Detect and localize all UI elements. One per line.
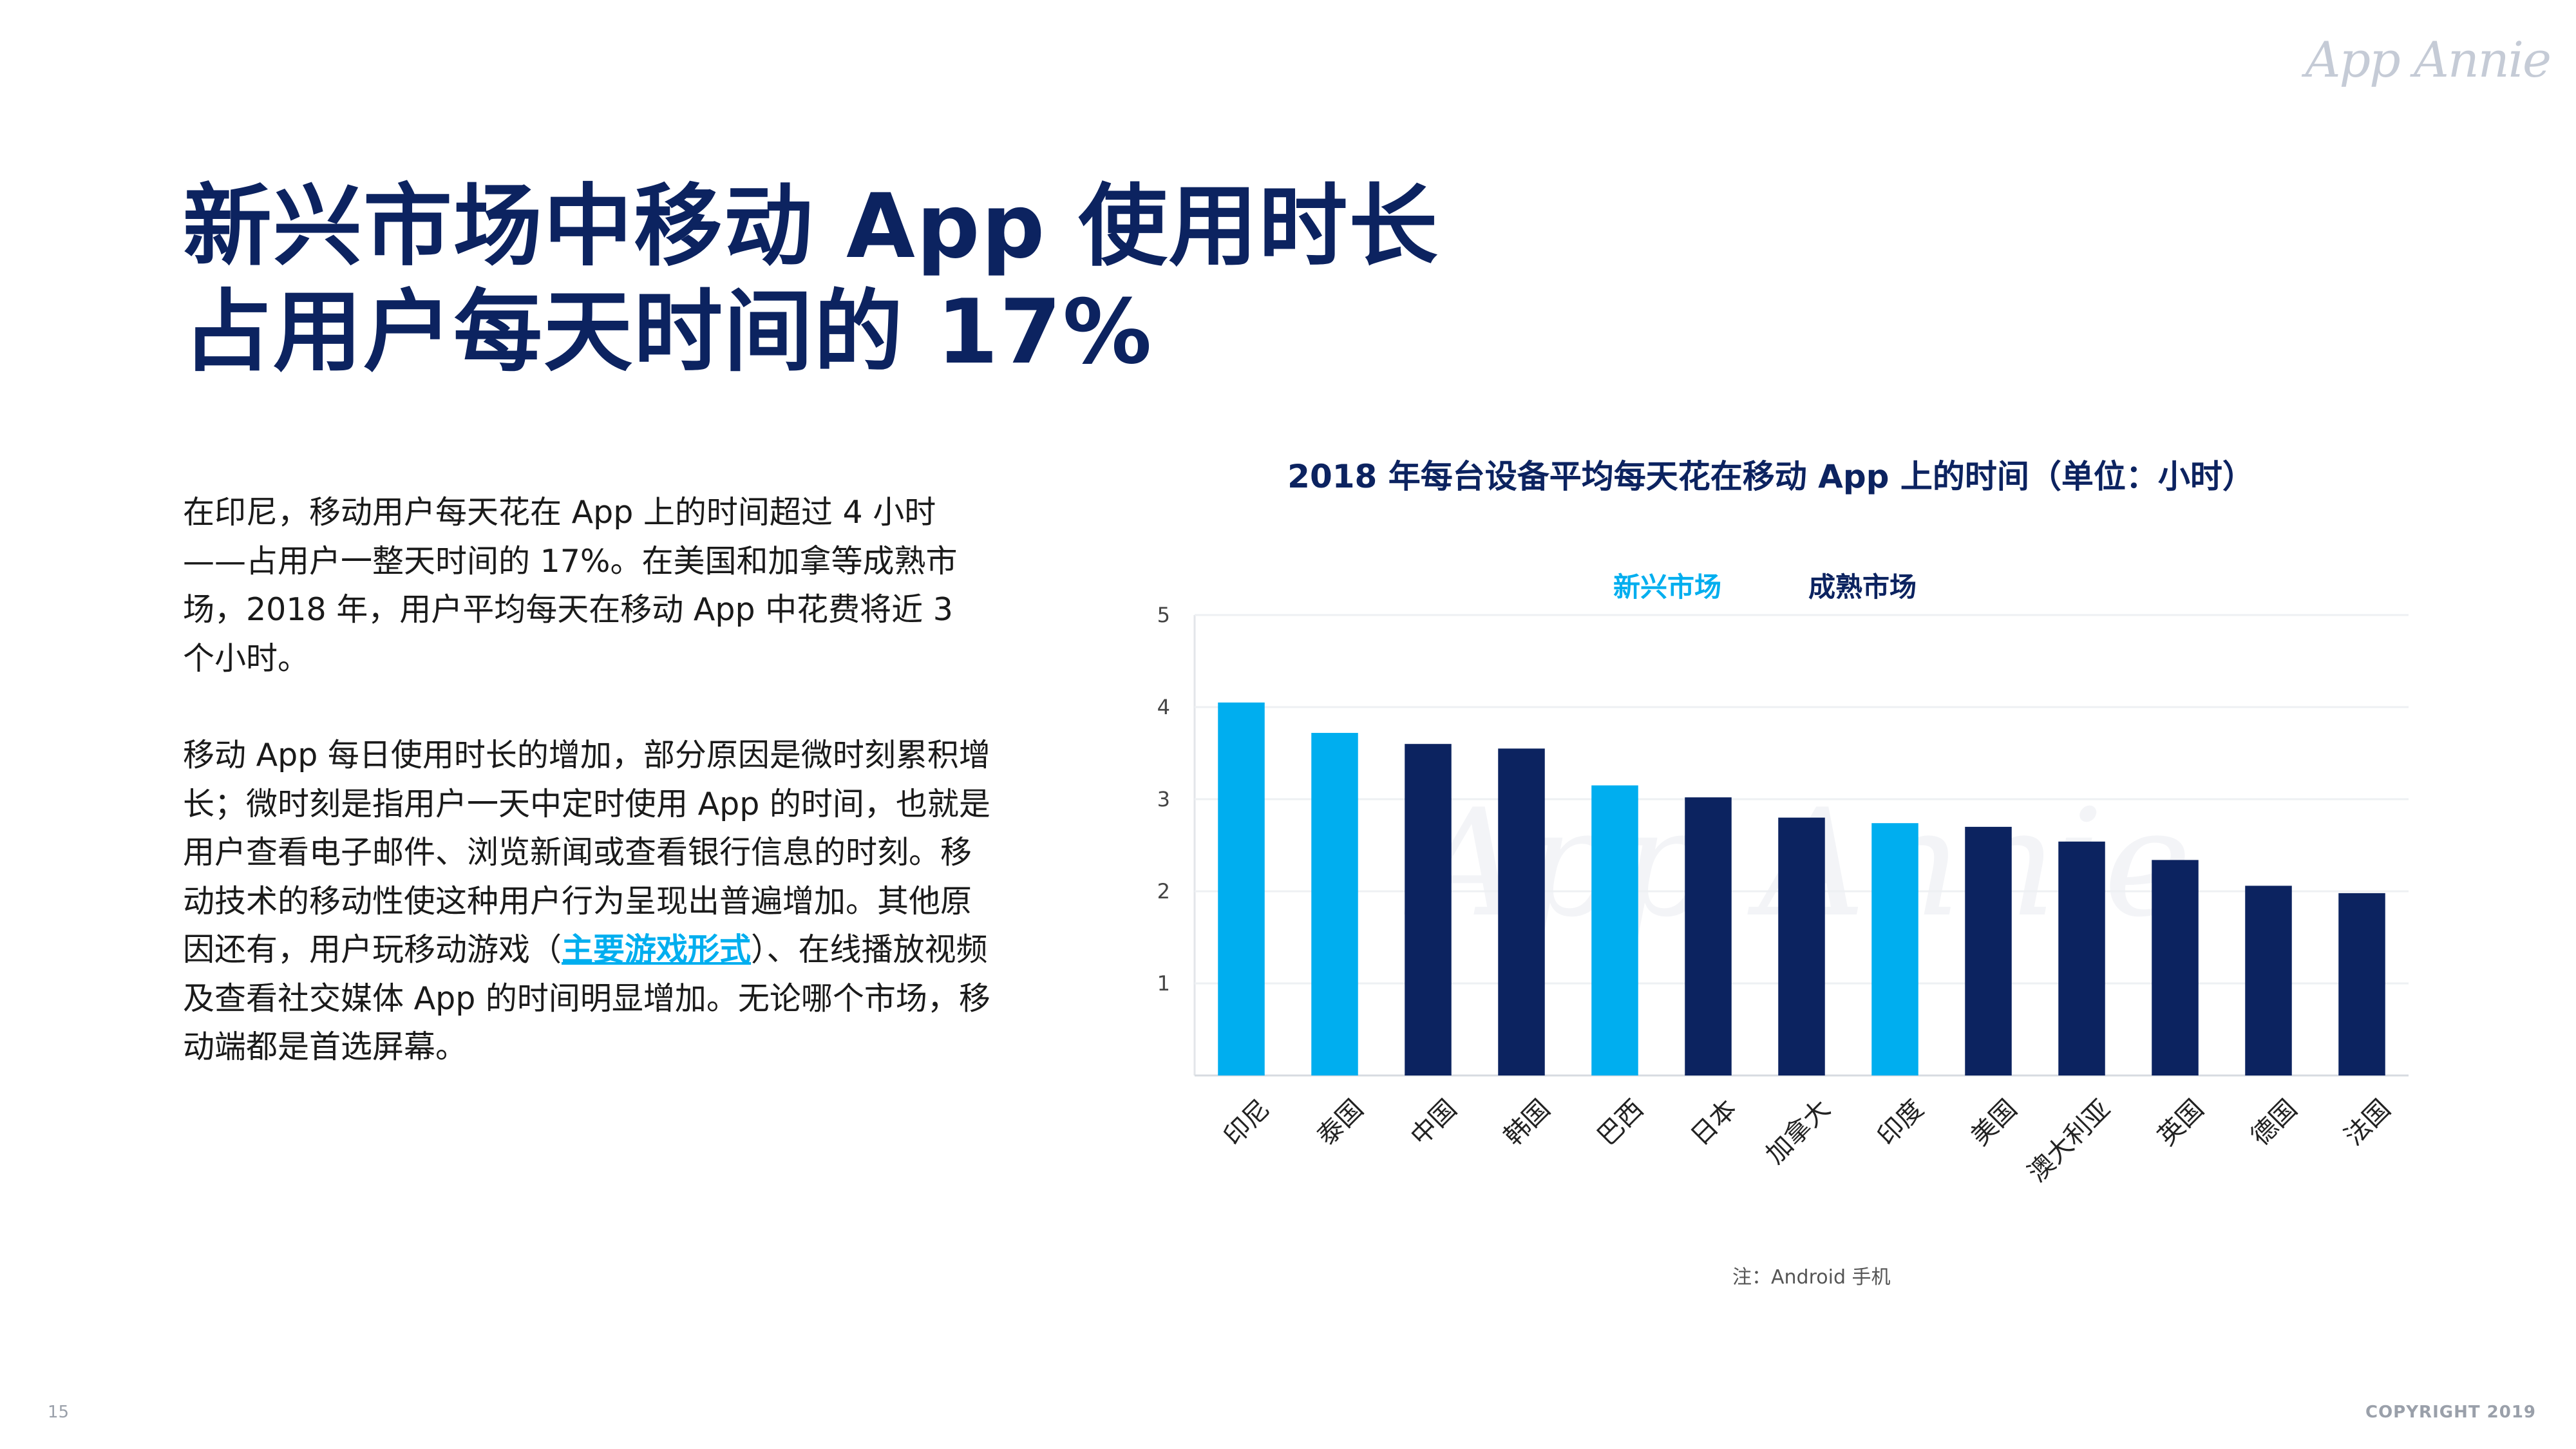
- bar-11: [2152, 860, 2199, 1075]
- x-tick-label: 日本: [1685, 1094, 1743, 1151]
- y-tick-label: 2: [1157, 879, 1170, 904]
- y-tick-label: 1: [1157, 971, 1170, 996]
- x-tick-label: 巴西: [1592, 1094, 1649, 1151]
- chart-title: 2018 年每台设备平均每天花在移动 App 上的时间（单位：小时）: [1287, 458, 2255, 495]
- legend-mature-markets: 成熟市场: [1808, 571, 1917, 603]
- bar-6: [1685, 797, 1732, 1075]
- x-tick-label: 印尼: [1218, 1094, 1276, 1151]
- legend-emerging-markets: 新兴市场: [1613, 571, 1722, 603]
- main-game-genres-link[interactable]: 主要游戏形式: [562, 931, 752, 968]
- copyright-notice: COPYRIGHT 2019: [2365, 1403, 2536, 1422]
- x-tick-label: 印度: [1872, 1094, 1929, 1151]
- bar-13: [2338, 893, 2385, 1075]
- y-tick-label: 5: [1157, 603, 1170, 627]
- page-number: 15: [48, 1403, 70, 1422]
- app-annie-logo: App Annie: [2305, 31, 2552, 88]
- x-tick-label: 中国: [1405, 1094, 1463, 1151]
- bar-1: [1218, 702, 1265, 1075]
- bar-3: [1405, 744, 1452, 1075]
- page-title-line-2: 占用户每天时间的 17%: [183, 280, 1153, 384]
- bar-9: [1965, 826, 2012, 1075]
- paragraph-2-end: ）、在线播放视频及查看社交媒体 App 的时间明显增加。无论哪个市场，移动端都是…: [183, 931, 990, 1065]
- page-title: 新兴市场中移动 App 使用时长 占用户每天时间的 17%: [183, 174, 1439, 385]
- body-text: 在印尼，移动用户每天花在 App 上的时间超过 4 小时——占用户一整天时间的 …: [183, 488, 994, 1120]
- bar-12: [2245, 886, 2292, 1075]
- paragraph-2-start: 移动 App 每日使用时长的增加，部分原因是微时刻累积增长；微时刻是指用户一天中…: [183, 737, 990, 968]
- x-tick-label: 泰国: [1312, 1094, 1369, 1151]
- bar-5: [1591, 785, 1638, 1075]
- x-tick-label: 加拿大: [1761, 1094, 1836, 1170]
- paragraph-2: 移动 App 每日使用时长的增加，部分原因是微时刻累积增长；微时刻是指用户一天中…: [183, 731, 994, 1072]
- bar-8: [1871, 823, 1918, 1075]
- page-title-line-1: 新兴市场中移动 App 使用时长: [183, 175, 1439, 278]
- x-tick-label: 德国: [2246, 1094, 2303, 1151]
- bar-4: [1498, 748, 1545, 1075]
- x-tick-label: 澳大利亚: [2022, 1094, 2116, 1188]
- bar-2: [1311, 733, 1358, 1075]
- x-tick-label: 法国: [2339, 1094, 2396, 1151]
- chart-footnote: 注：Android 手机: [1732, 1266, 1891, 1289]
- paragraph-1: 在印尼，移动用户每天花在 App 上的时间超过 4 小时——占用户一整天时间的 …: [183, 494, 958, 677]
- bar-7: [1778, 817, 1825, 1075]
- bar-10: [2058, 841, 2105, 1075]
- y-tick-label: 3: [1157, 787, 1170, 811]
- x-tick-label: 英国: [2152, 1094, 2210, 1151]
- x-tick-label: 韩国: [1499, 1094, 1556, 1151]
- x-tick-label: 美国: [1965, 1094, 2023, 1151]
- y-tick-label: 4: [1157, 695, 1170, 719]
